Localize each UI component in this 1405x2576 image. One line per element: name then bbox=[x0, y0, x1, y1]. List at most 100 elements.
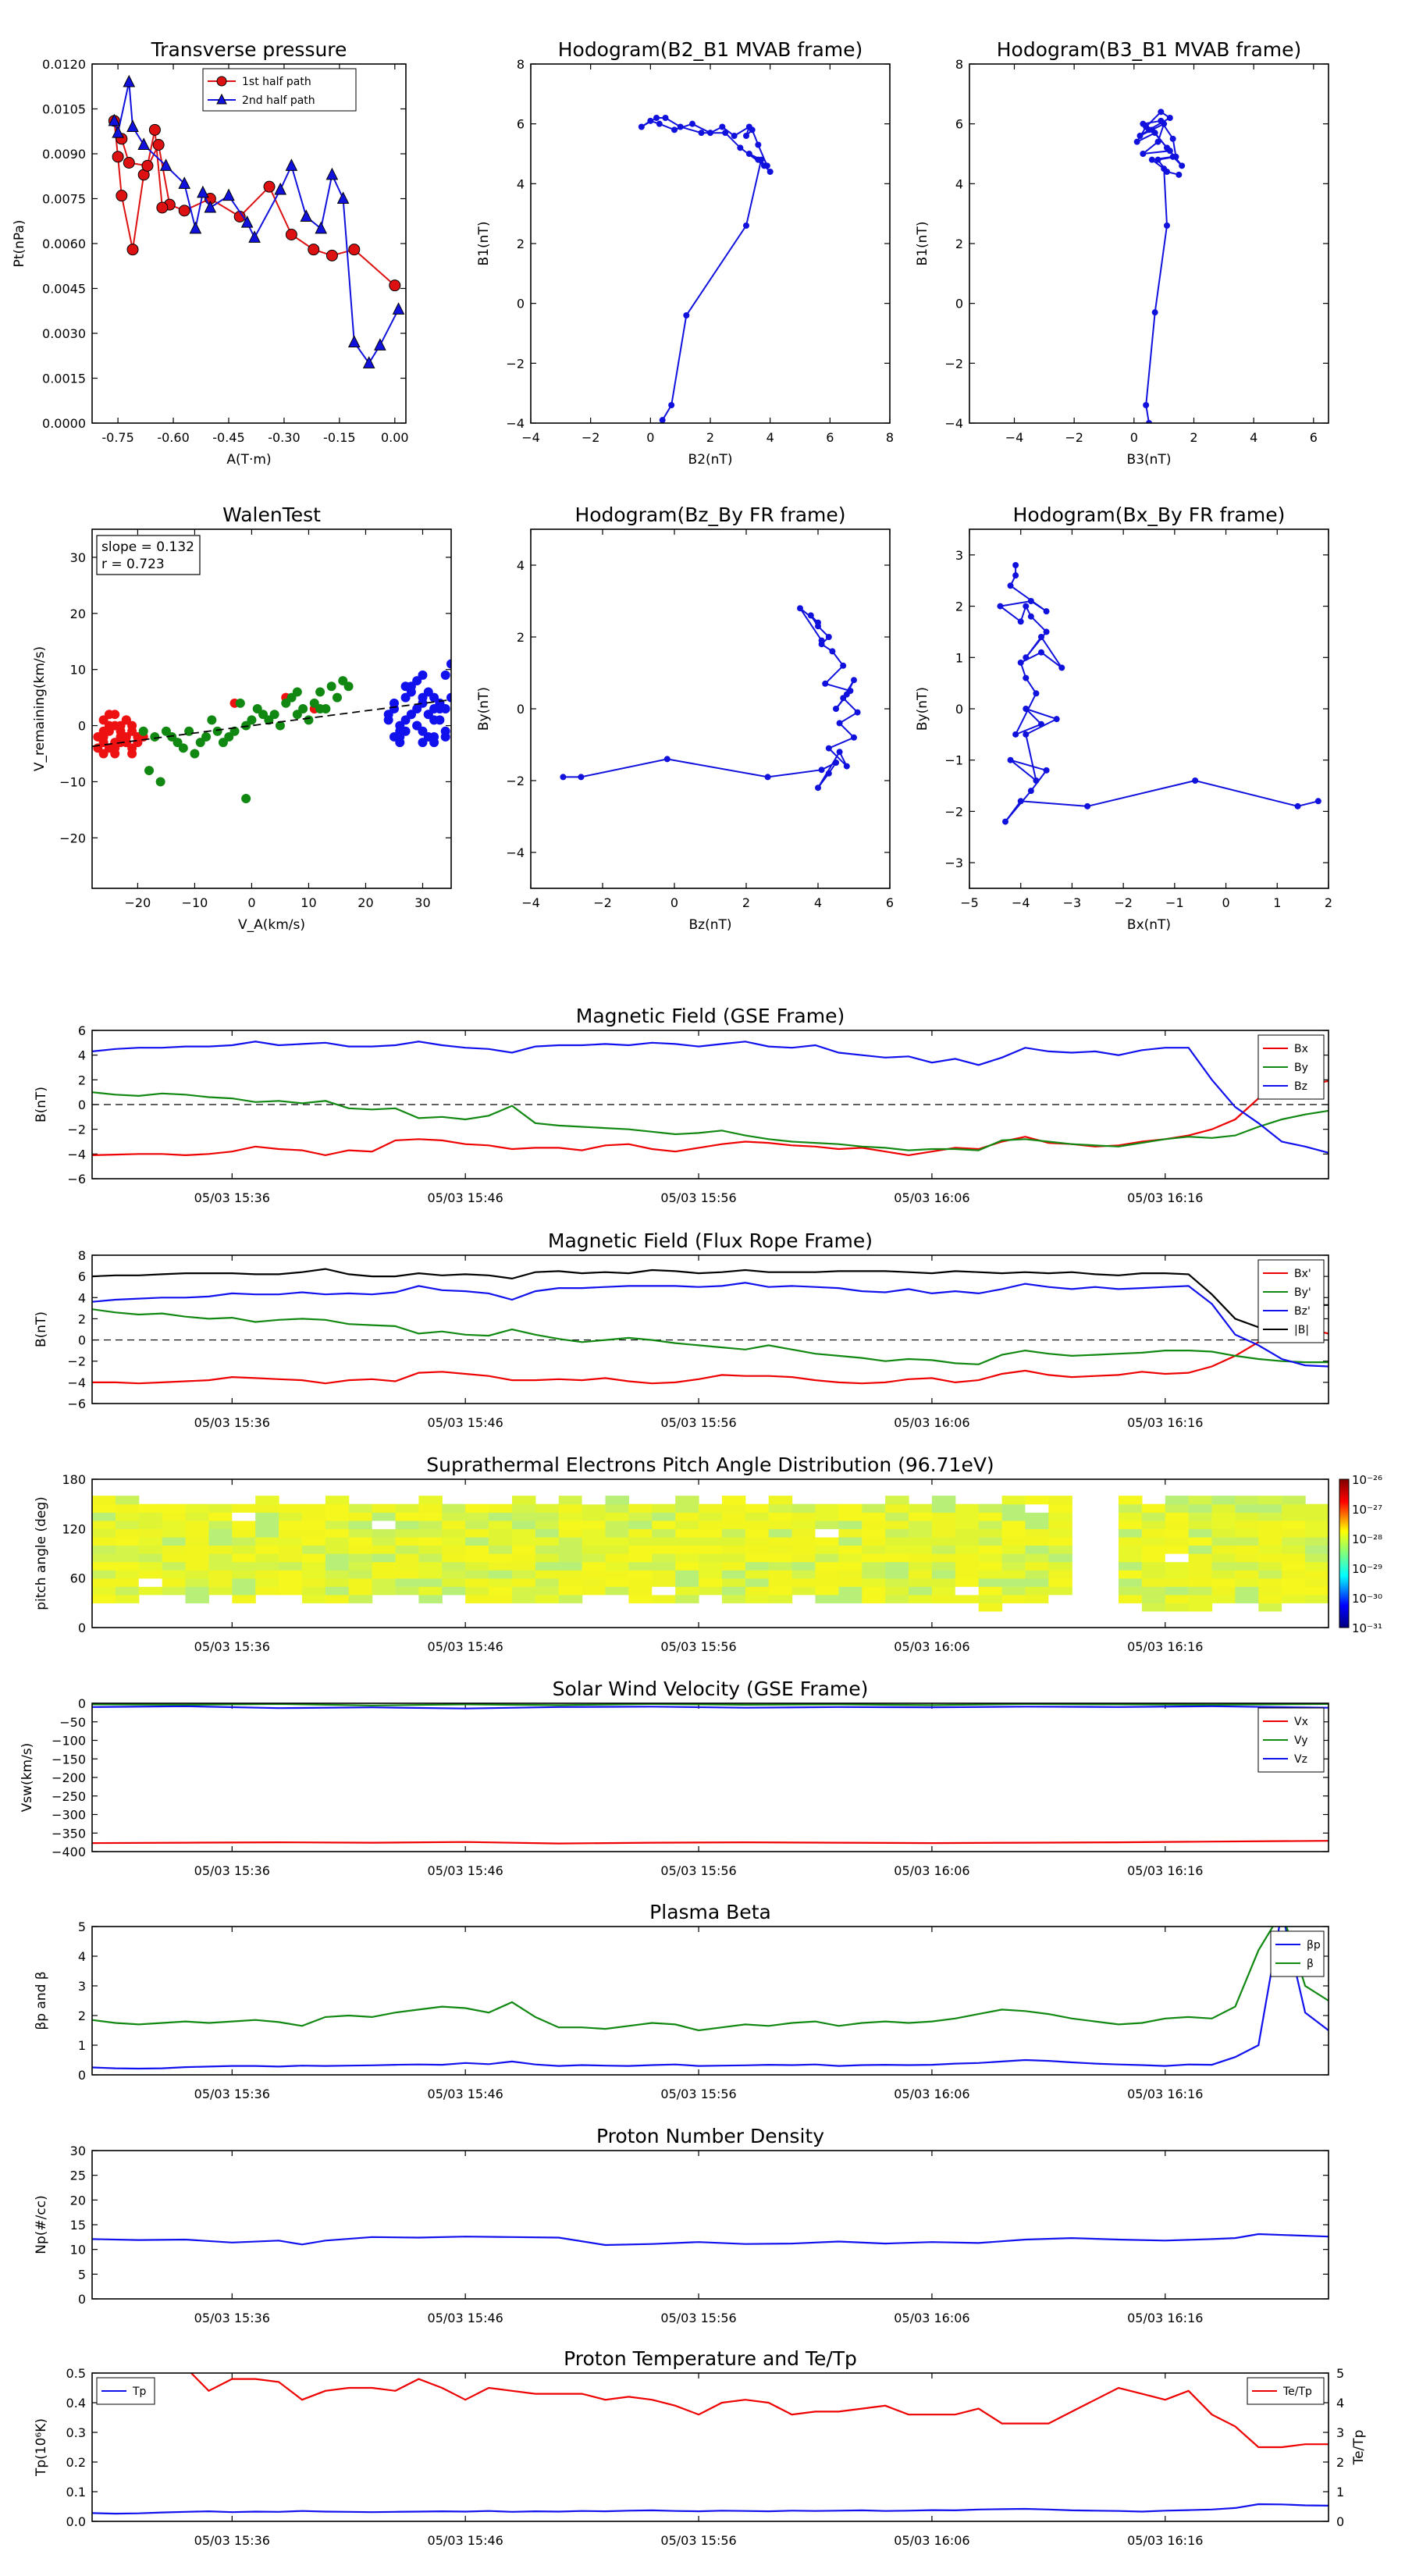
heatmap-cell bbox=[1165, 1594, 1190, 1603]
heatmap-cell bbox=[558, 1536, 583, 1546]
heatmap-cell bbox=[325, 1512, 350, 1521]
heatmap-cell bbox=[1141, 1561, 1166, 1571]
heatmap-cell bbox=[325, 1536, 350, 1546]
data-point bbox=[836, 749, 843, 756]
heatmap-cell bbox=[582, 1536, 606, 1546]
y-tick-label: 0.0060 bbox=[42, 237, 86, 251]
heatmap-cell bbox=[1258, 1545, 1282, 1554]
series-line-By' bbox=[92, 1308, 1329, 1365]
heatmap-cell bbox=[978, 1536, 1003, 1546]
plot-frame bbox=[91, 528, 452, 889]
x-tick-label: 0 bbox=[247, 895, 255, 910]
heatmap-cell bbox=[279, 1561, 303, 1571]
data-point bbox=[112, 151, 124, 163]
heatmap-cell bbox=[232, 1520, 256, 1529]
heatmap-cell bbox=[1025, 1570, 1049, 1579]
heatmap-cell bbox=[255, 1553, 279, 1563]
data-point bbox=[116, 190, 128, 202]
heatmap-cell bbox=[582, 1520, 606, 1529]
heatmap-cell bbox=[931, 1536, 956, 1546]
x-tick-label: −4 bbox=[1005, 430, 1024, 445]
heatmap-cell bbox=[699, 1561, 723, 1571]
heatmap-cell bbox=[1165, 1561, 1190, 1571]
data-point bbox=[997, 603, 1004, 610]
scatter-point bbox=[104, 720, 114, 731]
heatmap-cell bbox=[1188, 1578, 1213, 1587]
heatmap-cell bbox=[885, 1536, 909, 1546]
heatmap-cell bbox=[791, 1512, 816, 1521]
heatmap-cell bbox=[442, 1536, 466, 1546]
heatmap-cell bbox=[885, 1520, 909, 1529]
heatmap-cell bbox=[768, 1586, 793, 1596]
x-tick-label: 05/03 16:16 bbox=[1127, 1639, 1203, 1654]
data-point bbox=[1294, 802, 1301, 809]
chart-title: Hodogram(Bz_By FR frame) bbox=[574, 503, 845, 526]
heatmap-cell bbox=[255, 1512, 279, 1521]
data-point bbox=[248, 230, 261, 243]
heatmap-cell bbox=[815, 1553, 839, 1563]
data-point bbox=[745, 151, 752, 157]
data-point bbox=[743, 133, 749, 139]
heatmap-cell bbox=[885, 1553, 909, 1563]
heatmap-cell bbox=[511, 1570, 536, 1579]
heatmap-cell bbox=[1141, 1594, 1166, 1603]
chart-mag_fr: Magnetic Field (Flux Rope Frame) 05/03 15… bbox=[34, 1229, 1329, 1430]
heatmap-cell bbox=[838, 1536, 863, 1546]
series-line-data bbox=[998, 565, 1319, 823]
heatmap-cell bbox=[909, 1528, 933, 1538]
y-tick-label: −1 bbox=[944, 753, 963, 768]
y-right-tick-label: 4 bbox=[1336, 2396, 1344, 2411]
data-point bbox=[737, 144, 744, 151]
scatter-point bbox=[418, 670, 428, 680]
heatmap-cell bbox=[1235, 1561, 1259, 1571]
heatmap-cell bbox=[1048, 1536, 1072, 1546]
data-point bbox=[1043, 608, 1050, 615]
heatmap-cell bbox=[1188, 1496, 1213, 1505]
legend-label: Vz bbox=[1294, 1753, 1307, 1766]
x-tick-label: 05/03 16:16 bbox=[1127, 1863, 1203, 1878]
heatmap-cell bbox=[931, 1503, 956, 1513]
data-point bbox=[647, 117, 654, 124]
data-point bbox=[836, 720, 843, 727]
x-tick-label: −2 bbox=[1114, 895, 1133, 910]
heatmap-cell bbox=[558, 1496, 583, 1505]
x-tick-label: −1 bbox=[1165, 895, 1184, 910]
scatter-point bbox=[423, 731, 433, 742]
series-line-Bx bbox=[92, 1080, 1329, 1157]
legend-marker bbox=[216, 76, 227, 87]
y-tick-label: 0.0120 bbox=[42, 57, 86, 72]
x-tick-label: −3 bbox=[1063, 895, 1082, 910]
scatter-point bbox=[429, 715, 439, 725]
scatter-point bbox=[281, 698, 291, 708]
x-tick-label: 0 bbox=[1130, 430, 1138, 445]
heatmap-cell bbox=[862, 1594, 886, 1603]
data-point bbox=[126, 244, 139, 256]
heatmap-cell bbox=[1001, 1553, 1026, 1563]
heatmap-cell bbox=[185, 1503, 210, 1513]
heatmap-cell bbox=[931, 1594, 956, 1603]
heatmap-cell bbox=[465, 1578, 489, 1587]
scatter-point bbox=[395, 720, 405, 731]
x-tick-label: 05/03 15:56 bbox=[660, 1863, 736, 1878]
heatmap-cell bbox=[535, 1528, 560, 1538]
heatmap-cell bbox=[955, 1545, 980, 1554]
heatmap-cell bbox=[372, 1528, 397, 1538]
y-tick-label: 0.0000 bbox=[42, 416, 86, 431]
heatmap-cell bbox=[885, 1561, 909, 1571]
chart-mag_gse: Magnetic Field (GSE Frame) 05/03 15:36 05/… bbox=[34, 1005, 1329, 1205]
heatmap-cell bbox=[232, 1578, 256, 1587]
heatmap-cell bbox=[255, 1520, 279, 1529]
data-point bbox=[1023, 654, 1030, 661]
heatmap-cell bbox=[1258, 1603, 1282, 1612]
heatmap-cell bbox=[418, 1496, 443, 1505]
heatmap-cell bbox=[815, 1528, 839, 1538]
series-line-Vz bbox=[92, 1705, 1329, 1710]
heatmap-cell bbox=[418, 1586, 443, 1596]
heatmap-cell bbox=[279, 1578, 303, 1587]
x-tick-label: 0 bbox=[1222, 895, 1229, 910]
data-point bbox=[843, 763, 850, 770]
x-tick-label: 05/03 16:06 bbox=[894, 1863, 969, 1878]
scatter-point bbox=[155, 777, 165, 787]
legend: βp β bbox=[1270, 1930, 1325, 1977]
heatmap-cell bbox=[208, 1503, 233, 1513]
